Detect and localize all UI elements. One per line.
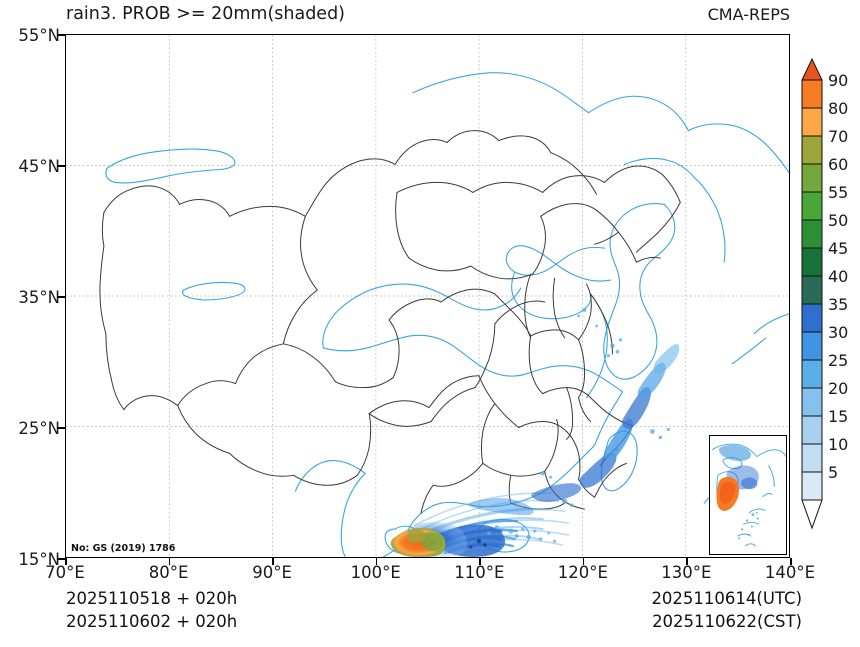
xtick-mark	[65, 558, 67, 565]
ytick-label-35n: 35°N	[18, 288, 60, 307]
xtick-label-70e: 70°E	[45, 563, 85, 582]
xtick-label-100e: 100°E	[350, 563, 401, 582]
rain-speckles-east	[577, 308, 623, 358]
colorbar-under-arrow	[801, 499, 823, 530]
ytick-mark	[58, 296, 65, 298]
precipitation-shading	[390, 308, 680, 557]
xtick-mark	[168, 558, 171, 565]
colorbar-label-10: 10	[828, 435, 849, 454]
colorbar[interactable]: 90 80 70 60 55 50 45 40 35 30 25 20 15 1…	[801, 58, 859, 538]
map-plot-area[interactable]: No: GS (2019) 1786	[65, 34, 790, 558]
valid-time-cst: 2025110622(CST)	[652, 612, 802, 631]
colorbar-label-20: 20	[828, 379, 849, 398]
colorbar-label-40: 40	[828, 267, 849, 286]
xtick-mark	[479, 558, 481, 565]
xtick-label-140e: 140°E	[764, 563, 816, 582]
colorbar-label-30: 30	[828, 323, 849, 342]
rain-speckles-scs	[487, 525, 557, 543]
gridlines	[66, 35, 789, 557]
ytick-mark	[58, 558, 65, 560]
colorbar-label-35: 35	[828, 295, 849, 314]
administrative-boundaries	[99, 130, 681, 514]
colorbar-label-25: 25	[828, 351, 849, 370]
xtick-mark	[375, 558, 378, 565]
map-canvas	[66, 35, 789, 557]
ytick-label-25n: 25°N	[18, 419, 60, 438]
ytick-label-15n: 15°N	[18, 550, 60, 569]
colorbar-label-5: 5	[828, 463, 839, 482]
map-approval-number: No: GS (2019) 1786	[69, 543, 178, 554]
rain-southeast-coast	[468, 344, 680, 516]
rain-core-dots	[469, 538, 487, 549]
xtick-label-130e: 130°E	[661, 563, 712, 582]
colorbar-label-45: 45	[828, 239, 849, 258]
colorbar-label-50: 50	[828, 211, 849, 230]
valid-time-utc: 2025110614(UTC)	[651, 589, 802, 608]
ytick-mark	[58, 34, 65, 36]
inset-canvas	[710, 436, 786, 554]
xtick-label-120e: 120°E	[557, 563, 608, 582]
init-time-cst: 2025110602 + 020h	[66, 612, 238, 631]
xtick-mark	[582, 558, 585, 565]
xtick-mark	[790, 558, 792, 565]
ytick-label-45n: 45°N	[18, 157, 60, 176]
colorbar-label-60: 60	[828, 155, 849, 174]
ytick-mark	[58, 165, 65, 167]
colorbar-label-90: 90	[828, 71, 849, 90]
xtick-mark	[272, 558, 274, 565]
colorbar-label-55: 55	[828, 183, 849, 202]
colorbar-label-15: 15	[828, 407, 849, 426]
south-china-sea-inset[interactable]	[709, 435, 787, 555]
xtick-label-90e: 90°E	[252, 563, 292, 582]
colorbar-swatches	[801, 58, 823, 530]
colorbar-label-80: 80	[828, 99, 849, 118]
rain-core-green-accent	[422, 532, 444, 552]
xtick-label-80e: 80°E	[148, 563, 189, 582]
init-time-utc: 2025110518 + 020h	[66, 589, 238, 608]
xtick-label-110e: 110°E	[454, 563, 505, 582]
rain-speckles-islands	[540, 471, 574, 507]
model-label: CMA-REPS	[707, 5, 790, 24]
rain-core-olive-accent	[407, 528, 425, 544]
ytick-mark	[58, 427, 65, 429]
rain-speckles-taiwan	[614, 427, 670, 452]
page-title: rain3. PROB >= 20mm(shaded)	[66, 4, 346, 24]
colorbar-over-arrow	[801, 58, 823, 81]
hydrography-layer	[105, 72, 789, 557]
footer: 2025110518 + 020h 2025110602 + 020h 2025…	[0, 586, 860, 641]
colorbar-label-70: 70	[828, 127, 849, 146]
ytick-label-55n: 55°N	[18, 26, 60, 45]
xtick-mark	[686, 558, 688, 565]
